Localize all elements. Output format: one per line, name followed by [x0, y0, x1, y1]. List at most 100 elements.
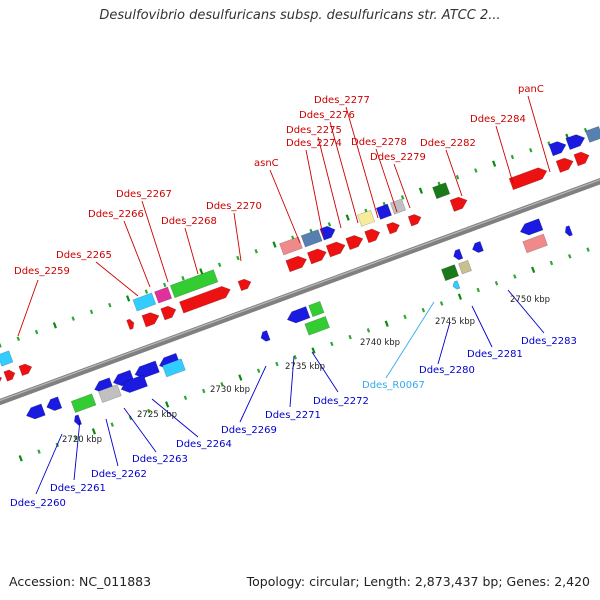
tick-mark	[34, 329, 39, 335]
gene-block	[70, 393, 97, 414]
scale-label: 2750 kbp	[510, 295, 550, 305]
scale-label: 2730 kbp	[210, 385, 250, 395]
forward-gene-label: asnC	[254, 158, 279, 169]
reverse-gene-label: Ddes_2264	[176, 439, 232, 450]
leader-line	[17, 279, 39, 337]
forward-gene-arrow	[325, 241, 346, 258]
tick-mark	[421, 307, 426, 313]
tick-mark	[126, 295, 131, 302]
tick-mark	[144, 289, 149, 294]
forward-gene-label: Ddes_2279	[370, 152, 426, 163]
tick-mark	[311, 347, 316, 354]
tick-mark	[183, 395, 188, 400]
forward-gene-arrow	[0, 374, 3, 388]
leader-line	[527, 95, 551, 173]
forward-gene-label: Ddes_2275	[286, 125, 342, 136]
forward-gene-arrow	[319, 225, 336, 241]
reverse-gene-label: Ddes_2271	[265, 410, 321, 421]
reverse-gene-label: Ddes_2269	[221, 425, 277, 436]
forward-gene-label: Ddes_2268	[161, 216, 217, 227]
tick-mark	[327, 222, 332, 227]
backbone-layer	[0, 178, 600, 406]
tick-mark	[238, 374, 243, 381]
leader-line	[95, 261, 139, 297]
tick-mark	[439, 301, 444, 306]
forward-gene-arrow	[407, 214, 422, 227]
gene-block	[308, 300, 325, 318]
forward-gene-arrow	[449, 196, 468, 212]
forward-gene-arrow	[345, 235, 364, 251]
tick-mark	[236, 255, 240, 261]
forward-gene-arrow	[565, 134, 586, 151]
forward-gene-arrow	[306, 248, 327, 265]
reverse-gene-arrow	[260, 330, 271, 342]
tick-mark	[217, 262, 222, 267]
backbone-highlight	[0, 179, 600, 402]
gene-block	[132, 292, 157, 312]
forward-gene-arrow	[573, 151, 590, 167]
genome-title: Desulfovibrio desulfuricans subsp. desul…	[99, 8, 501, 23]
leader-line	[184, 227, 199, 275]
forward-gene-label: Ddes_2278	[351, 137, 407, 148]
reverse-gene-arrow	[120, 374, 148, 393]
forward-gene-label: Ddes_2277	[314, 95, 370, 106]
forward-gene-arrow	[386, 222, 400, 235]
tick-mark	[586, 247, 590, 252]
tick-mark	[181, 275, 185, 281]
topology-text: Topology: circular; Length: 2,873,437 bp…	[246, 574, 590, 589]
tick-mark	[16, 336, 21, 342]
reverse-gene-label: Ddes_2272	[313, 396, 369, 407]
forward-gene-arrow	[141, 312, 160, 328]
forward-gene-label: panC	[518, 84, 544, 95]
gene-block	[97, 384, 122, 404]
tick-mark	[199, 268, 204, 275]
forward-gene-label: Ddes_2265	[56, 250, 112, 261]
forward-gene-arrow	[555, 157, 574, 173]
forward-gene-label: Ddes_2266	[88, 209, 144, 220]
tick-mark	[400, 195, 405, 200]
gene-layer	[0, 125, 600, 426]
gene-block	[357, 209, 376, 227]
leader-line	[471, 305, 493, 348]
leader-line	[123, 220, 151, 288]
tick-mark	[147, 408, 151, 414]
tick-mark	[528, 148, 533, 153]
leader-line	[233, 212, 242, 262]
leader-line	[289, 355, 295, 408]
forward-gene-label: Ddes_2267	[116, 189, 172, 200]
tick-mark	[71, 316, 75, 321]
leader-line	[269, 169, 301, 244]
leader-line	[507, 289, 545, 334]
gene-block	[389, 198, 407, 215]
reverse-gene-arrow	[25, 403, 46, 420]
reverse-gene-arrow	[286, 306, 311, 324]
gene-block	[154, 286, 173, 304]
forward-gene-arrow	[237, 278, 252, 292]
tick-mark	[348, 334, 352, 340]
tick-mark	[474, 168, 478, 173]
scale-label: 2725 kbp	[137, 410, 177, 420]
tick-mark	[494, 280, 499, 286]
reverse-gene-label: Ddes_2281	[467, 349, 523, 360]
forward-gene-arrow	[285, 255, 308, 273]
leader-line	[123, 407, 157, 453]
tick-mark	[345, 214, 350, 221]
reverse-gene-arrow	[564, 225, 573, 237]
tick-mark	[89, 309, 94, 315]
gene-block	[440, 264, 460, 282]
forward-gene-label: Ddes_2276	[299, 110, 355, 121]
tick-mark	[202, 388, 206, 394]
tick-mark	[128, 415, 133, 421]
gene-block	[522, 233, 548, 254]
tick-mark	[220, 381, 224, 387]
leader-line	[35, 433, 63, 495]
forward-gene-label: Ddes_2270	[206, 201, 262, 212]
tick-mark	[549, 260, 554, 266]
reverse-gene-arrow	[472, 240, 484, 253]
forward-gene-arrow	[160, 305, 177, 321]
leader-line	[385, 301, 435, 379]
leader-line	[239, 365, 267, 423]
leader-line	[445, 149, 463, 197]
leader-line	[141, 200, 169, 283]
